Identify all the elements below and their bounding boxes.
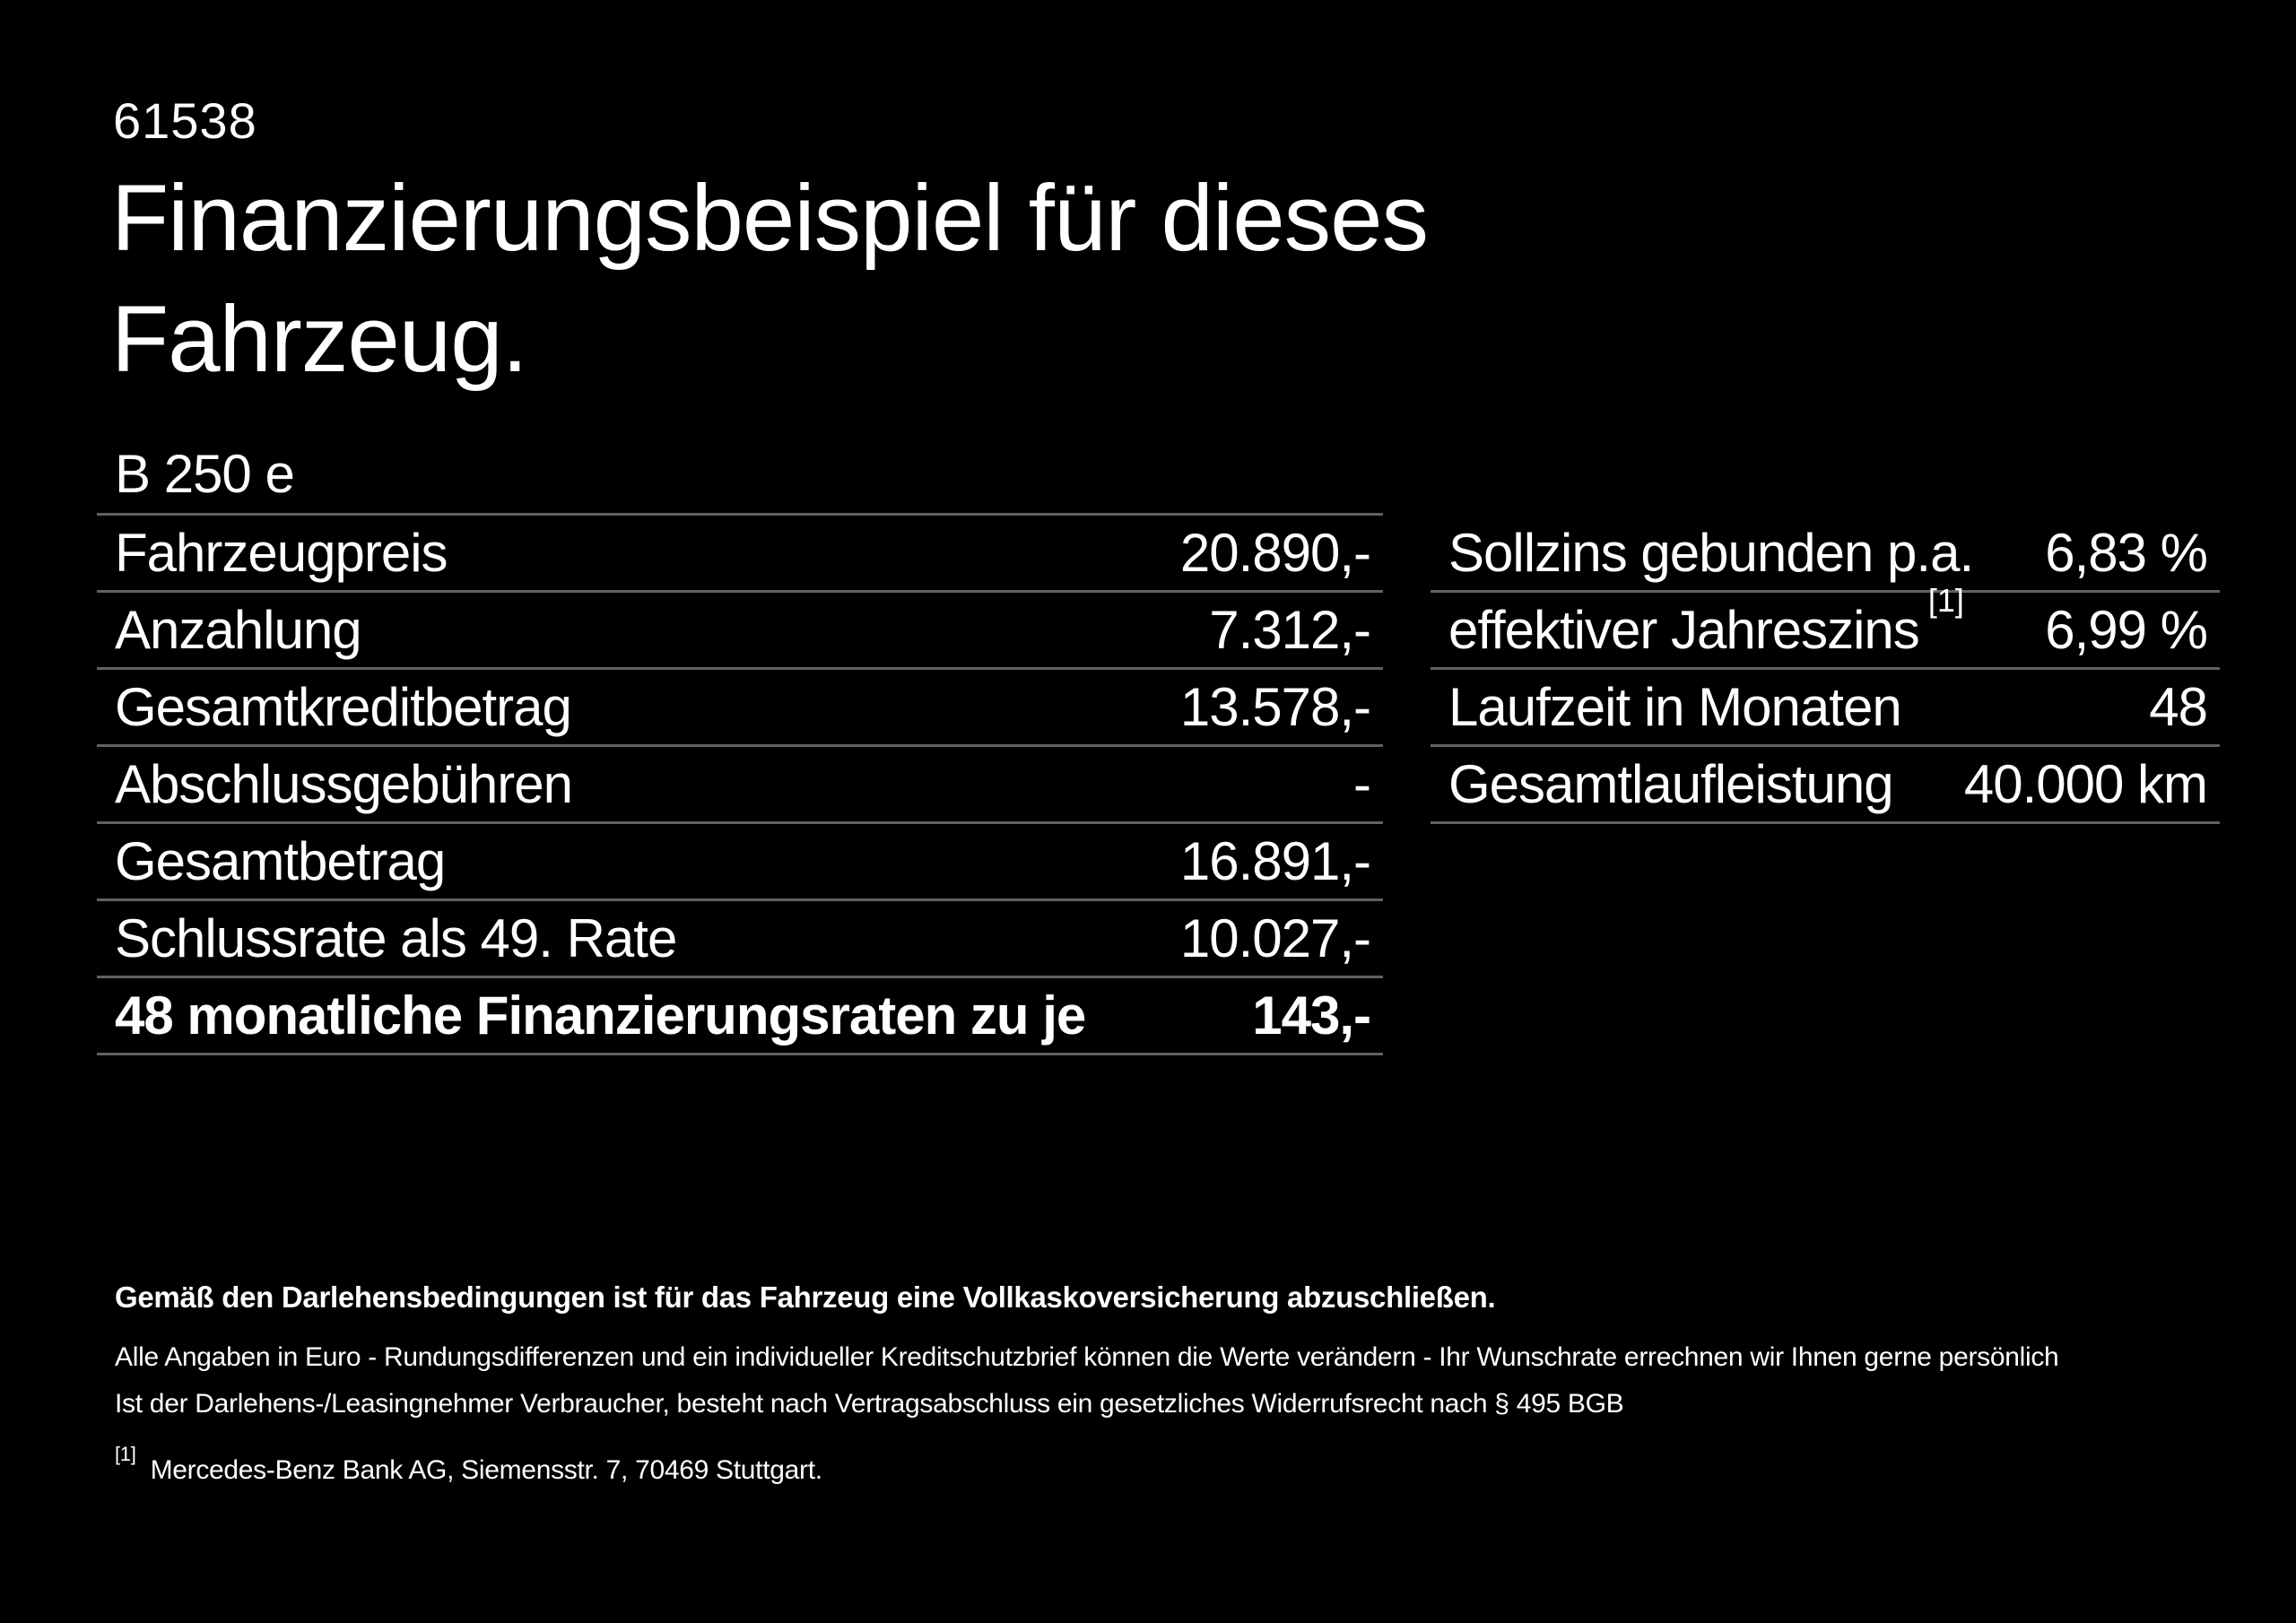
finance-row-label: Gesamtbetrag <box>115 831 446 891</box>
condition-row-value: 48 <box>2149 677 2208 737</box>
condition-row-value: 6,83 % <box>2045 523 2208 583</box>
footnote-ref: [1] <box>1927 582 1964 619</box>
condition-row-label: Sollzins gebunden p.a. <box>1448 523 1974 583</box>
footnote: [1] Mercedes-Benz Bank AG, Siemensstr. 7,… <box>115 1443 2058 1486</box>
condition-row-label: effektiver Jahreszins [1] <box>1448 582 1964 660</box>
condition-row-effective-interest: effektiver Jahreszins [1] 6,99 % <box>1431 582 2220 670</box>
finance-row-label: Fahrzeugpreis <box>115 523 448 583</box>
finance-row-label: Gesamtkreditbetrag <box>115 677 572 737</box>
condition-row-term-months: Laufzeit in Monaten 48 <box>1431 670 2220 747</box>
finance-row-value: 20.890,- <box>1179 523 1371 583</box>
finance-row-label: Anzahlung <box>115 600 362 660</box>
finance-row-value: 16.891,- <box>1179 831 1371 891</box>
finance-row-value: 7.312,- <box>1209 600 1371 660</box>
vehicle-model: B 250 e <box>115 444 295 504</box>
footer-notes: Gemäß den Darlehensbedingungen ist für d… <box>115 1280 2059 1486</box>
finance-row-monthly-installments: 48 monatliche Finanzierungsraten zu je 1… <box>97 978 1383 1055</box>
footer-note-line-1: Alle Angaben in Euro - Rundungsdifferenz… <box>115 1342 2059 1372</box>
condition-row-value: 6,99 % <box>2045 600 2208 660</box>
finance-table: Fahrzeugpreis 20.890,- Anzahlung 7.312,-… <box>97 513 1383 1055</box>
finance-row-label: Abschlussgebühren <box>115 754 573 814</box>
finance-row-final-installment: Schlussrate als 49. Rate 10.027,- <box>97 901 1383 978</box>
condition-row-label: Gesamtlaufleistung <box>1448 754 1894 814</box>
page-title-line-2: Fahrzeug. <box>111 287 528 392</box>
condition-row-value: 40.000 km <box>1963 754 2208 814</box>
footnote-marker: [1] <box>115 1443 136 1465</box>
finance-row-total-amount: Gesamtbetrag 16.891,- <box>97 824 1383 901</box>
finance-row-value: - <box>1353 754 1371 814</box>
finance-row-closing-fees: Abschlussgebühren - <box>97 747 1383 824</box>
finance-row-value: 13.578,- <box>1179 677 1371 737</box>
finance-row-value: 10.027,- <box>1179 908 1371 968</box>
condition-row-label: Laufzeit in Monaten <box>1448 677 1902 737</box>
conditions-table: Sollzins gebunden p.a. 6,83 % effektiver… <box>1431 516 2220 824</box>
finance-row-label: Schlussrate als 49. Rate <box>115 908 677 968</box>
page-number: 61538 <box>113 92 257 149</box>
footer-note-line-2: Ist der Darlehens-/Leasingnehmer Verbrau… <box>115 1389 1624 1419</box>
finance-row-vehicle-price: Fahrzeugpreis 20.890,- <box>97 516 1383 593</box>
condition-row-nominal-interest: Sollzins gebunden p.a. 6,83 % <box>1431 516 2220 593</box>
finance-row-down-payment: Anzahlung 7.312,- <box>97 593 1383 670</box>
finance-row-total-credit: Gesamtkreditbetrag 13.578,- <box>97 670 1383 747</box>
insurance-requirement-note: Gemäß den Darlehensbedingungen ist für d… <box>115 1280 1496 1314</box>
page-title-line-1: Finanzierungsbeispiel für dieses <box>111 166 1429 271</box>
finance-tables-area: Fahrzeugpreis 20.890,- Anzahlung 7.312,-… <box>97 513 2220 1055</box>
page-title: Finanzierungsbeispiel für dieses Fahrzeu… <box>111 158 1429 400</box>
footnote-text: Mercedes-Benz Bank AG, Siemensstr. 7, 70… <box>150 1455 823 1485</box>
condition-row-total-mileage: Gesamtlaufleistung 40.000 km <box>1431 747 2220 824</box>
finance-row-label: 48 monatliche Finanzierungsraten zu je <box>115 985 1086 1046</box>
finance-row-value: 143,- <box>1252 985 1371 1046</box>
